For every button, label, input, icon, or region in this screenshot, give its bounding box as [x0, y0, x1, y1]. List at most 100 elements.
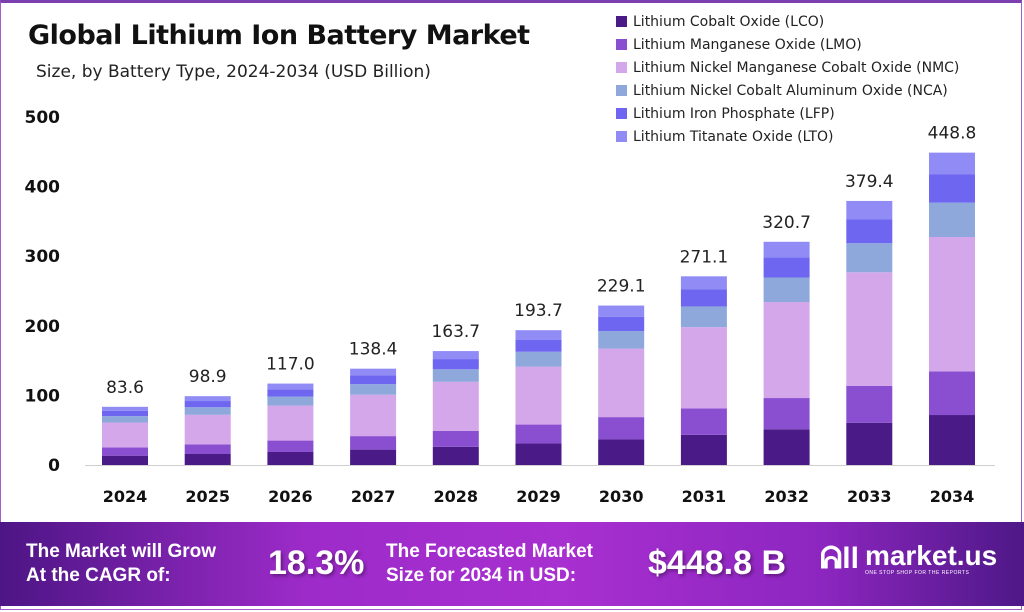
cagr-label-line2: At the CAGR of:	[26, 565, 171, 586]
bar-segment-lto-2025	[184, 396, 231, 402]
bar-segment-nmc-2031	[680, 327, 727, 409]
x-tick-label: 2032	[764, 487, 809, 506]
total-label: 229.1	[597, 277, 646, 297]
legend-item-nca: Lithium Nickel Cobalt Aluminum Oxide (NC…	[616, 79, 959, 102]
brand-logo-icon: ᕱll	[820, 542, 859, 575]
total-label: 320.7	[762, 213, 811, 233]
forecast-label-line1: The Forecasted Market	[386, 541, 593, 562]
total-label: 448.8	[928, 124, 977, 144]
bar-segment-lmo-2027	[350, 436, 397, 450]
x-tick-label: 2027	[351, 487, 396, 506]
y-tick-label: 400	[25, 178, 61, 198]
bar-segment-nca-2033	[846, 243, 893, 273]
bar-segment-nmc-2033	[846, 272, 893, 386]
legend-label: Lithium Nickel Manganese Cobalt Oxide (N…	[633, 59, 960, 76]
bar-segment-lco-2031	[680, 434, 727, 465]
legend-label: Lithium Iron Phosphate (LFP)	[633, 105, 835, 122]
legend-item-lfp: Lithium Iron Phosphate (LFP)	[616, 102, 959, 125]
bar-segment-lfp-2033	[846, 219, 893, 244]
bar-segment-lto-2027	[350, 368, 397, 376]
bar-segment-nmc-2024	[102, 422, 148, 448]
forecast-label-line2: Size for 2034 in USD:	[386, 565, 577, 586]
legend: Lithium Cobalt Oxide (LCO) Lithium Manga…	[616, 10, 959, 148]
bar-segment-nca-2029	[515, 351, 562, 367]
bar-segment-lmo-2030	[598, 417, 645, 440]
legend-label: Lithium Manganese Oxide (LMO)	[633, 36, 862, 53]
bar-segment-nca-2025	[184, 407, 231, 415]
x-tick-label: 2031	[682, 487, 727, 506]
x-tick-label: 2028	[434, 487, 479, 506]
bar-segment-lfp-2028	[432, 359, 479, 370]
legend-label: Lithium Titanate Oxide (LTO)	[633, 128, 834, 145]
x-tick-label: 2030	[599, 487, 644, 506]
legend-swatch	[616, 85, 627, 96]
legend-swatch	[616, 131, 627, 142]
chart-subtitle: Size, by Battery Type, 2024-2034 (USD Bi…	[36, 62, 431, 82]
x-tick-label: 2033	[847, 487, 892, 506]
total-label: 163.7	[431, 322, 480, 342]
bar-segment-nmc-2026	[267, 405, 314, 441]
bar-segment-nmc-2025	[184, 414, 231, 445]
bar-segment-lmo-2034	[929, 371, 975, 416]
bar-segment-lto-2024	[102, 406, 148, 411]
bar-segment-nmc-2027	[350, 394, 397, 437]
bar-segment-lco-2027	[350, 449, 397, 465]
bar-segment-nca-2024	[102, 416, 148, 423]
x-tick-label: 2025	[185, 487, 230, 506]
bar-segment-nmc-2028	[432, 381, 479, 431]
bar-segment-lco-2029	[515, 443, 562, 465]
y-tick-label: 0	[48, 456, 60, 476]
legend-item-lmo: Lithium Manganese Oxide (LMO)	[616, 33, 959, 56]
bar-segment-lco-2026	[267, 451, 314, 465]
bar-segment-lto-2032	[763, 241, 810, 258]
x-tick-label: 2034	[930, 487, 975, 506]
bar-segment-lmo-2028	[432, 430, 479, 447]
y-tick-label: 300	[25, 247, 61, 267]
bar-segment-lfp-2034	[929, 174, 975, 203]
forecast-value: $448.8 B	[648, 544, 786, 582]
total-label: 98.9	[189, 367, 227, 387]
legend-swatch	[616, 62, 627, 73]
total-label: 83.6	[106, 378, 144, 398]
bar-segment-lco-2034	[929, 415, 975, 465]
bar-segment-lfp-2031	[680, 289, 727, 307]
bar-segment-lfp-2030	[598, 316, 645, 332]
bar-segment-nmc-2034	[929, 236, 975, 372]
bar-segment-nmc-2029	[515, 366, 562, 425]
total-label: 379.4	[845, 172, 894, 192]
bar-segment-nca-2030	[598, 331, 645, 349]
legend-item-lto: Lithium Titanate Oxide (LTO)	[616, 125, 959, 148]
y-tick-label: 100	[25, 386, 61, 406]
bar-segment-lmo-2032	[763, 398, 810, 430]
total-label: 193.7	[514, 301, 563, 321]
bar-segment-lto-2028	[432, 351, 479, 360]
bar-segment-nca-2032	[763, 277, 810, 303]
chart-title: Global Lithium Ion Battery Market	[28, 20, 530, 51]
total-label: 138.4	[349, 340, 398, 360]
bar-segment-lfp-2027	[350, 375, 397, 385]
bar-segment-lco-2028	[432, 446, 479, 465]
x-tick-label: 2026	[268, 487, 313, 506]
bar-segment-lmo-2026	[267, 440, 314, 452]
legend-swatch	[616, 108, 627, 119]
brand-tagline: ONE STOP SHOP FOR THE REPORTS	[864, 570, 970, 576]
bar-segment-nca-2026	[267, 396, 314, 406]
brand-logo: ᕱll market.us ONE STOP SHOP FOR THE REPO…	[820, 542, 997, 577]
bar-segment-lto-2029	[515, 330, 562, 340]
legend-swatch	[616, 16, 627, 27]
x-tick-label: 2024	[103, 487, 148, 506]
bar-segment-lco-2030	[598, 439, 645, 465]
bar-chart: 0 100 200 300 400 500 83.6 2024 98.9 2025 117.0 202…	[25, 108, 995, 506]
cagr-value: 18.3%	[268, 544, 365, 582]
bar-segment-nmc-2030	[598, 348, 645, 418]
bar-segment-nca-2028	[432, 369, 479, 382]
bar-segment-nca-2027	[350, 384, 397, 395]
y-tick-label: 500	[25, 108, 61, 128]
bar-segment-lmo-2033	[846, 385, 893, 423]
footer-banner: The Market will Grow At the CAGR of: 18.…	[0, 522, 1024, 606]
cagr-label: The Market will Grow At the CAGR of:	[26, 540, 216, 588]
x-tick-label: 2029	[516, 487, 561, 506]
bar-segment-lmo-2024	[102, 447, 148, 456]
bar-segment-lmo-2029	[515, 424, 562, 444]
